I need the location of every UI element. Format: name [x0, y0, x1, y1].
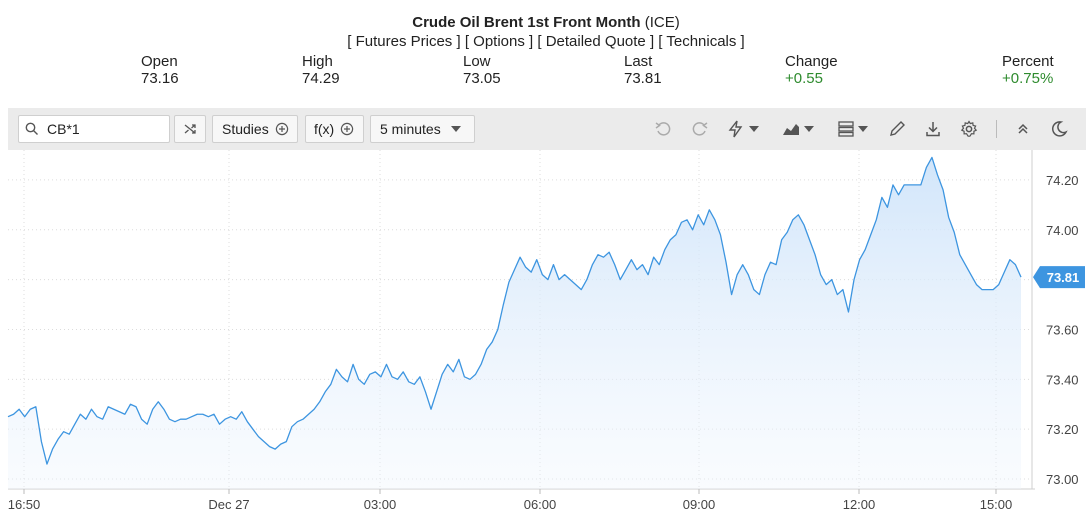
x-tick-label: 15:00: [980, 497, 1013, 512]
lightning-icon: [728, 120, 743, 138]
area-chart-icon: [783, 124, 799, 135]
chart-toolbar: Studies f(x) 5 minutes: [8, 108, 1086, 150]
y-tick-label: 73.20: [1046, 422, 1079, 437]
collapse-button[interactable]: [1012, 118, 1034, 140]
last-price-badge: [1033, 266, 1085, 289]
stat-low-value: 73.05: [463, 70, 501, 87]
toolbar-divider: [996, 120, 997, 138]
stat-percent: Percent +0.75%: [1002, 53, 1054, 87]
x-tick-label: 16:50: [8, 497, 41, 512]
chevron-down-icon: [804, 126, 814, 132]
undo-icon: [655, 122, 671, 136]
symbol-input[interactable]: [45, 120, 167, 138]
stat-last-value: 73.81: [624, 70, 662, 87]
studies-button[interactable]: Studies: [212, 115, 298, 143]
stat-low-label: Low: [463, 53, 491, 70]
stat-last-label: Last: [624, 53, 653, 70]
quote-links: [ Futures Prices ] [ Options ] [ Detaile…: [0, 33, 1092, 50]
price-chart[interactable]: 74.2074.0073.8073.6073.4073.2073.0016:50…: [0, 150, 1092, 518]
stat-open-label: Open: [141, 53, 178, 70]
pencil-icon: [890, 121, 905, 136]
options-link[interactable]: [ Options ]: [464, 33, 534, 50]
price-area-fill: [8, 157, 1021, 490]
stat-high-value: 74.29: [302, 70, 340, 87]
y-tick-label: 73.40: [1046, 372, 1079, 387]
stat-change: Change +0.55: [785, 53, 838, 87]
x-tick-label: 12:00: [843, 497, 876, 512]
exchange-name: (ICE): [644, 14, 680, 31]
plus-circle-icon: [341, 122, 354, 136]
shuffle-icon: [184, 124, 196, 134]
x-tick-label: 03:00: [364, 497, 397, 512]
stat-change-label: Change: [785, 53, 838, 70]
y-tick-label: 73.60: [1046, 322, 1079, 337]
last-price-label: 73.81: [1047, 270, 1080, 285]
fx-label: f(x): [314, 121, 335, 137]
search-icon: [25, 122, 38, 135]
plus-circle-icon: [275, 122, 288, 136]
technicals-link[interactable]: [ Technicals ]: [658, 33, 745, 50]
y-tick-label: 73.00: [1046, 472, 1079, 487]
stat-percent-value: +0.75%: [1002, 70, 1054, 87]
theme-toggle[interactable]: [1048, 118, 1070, 140]
redo-icon: [692, 122, 708, 136]
undo-button[interactable]: [652, 118, 674, 140]
symbol-search[interactable]: [18, 115, 170, 143]
stat-low: Low 73.05: [463, 53, 501, 87]
events-menu[interactable]: [724, 118, 762, 140]
chart-title: Crude Oil Brent 1st Front Month (ICE): [0, 14, 1092, 31]
download-button[interactable]: [922, 118, 944, 140]
x-tick-label: 09:00: [683, 497, 716, 512]
draw-button[interactable]: [886, 118, 908, 140]
x-tick-label: Dec 27: [208, 497, 249, 512]
download-icon: [926, 122, 940, 137]
instrument-name: Crude Oil Brent 1st Front Month: [412, 14, 641, 31]
detailed-quote-link[interactable]: [ Detailed Quote ]: [537, 33, 655, 50]
chart-type-menu[interactable]: [779, 118, 817, 140]
collapse-icon: [1018, 123, 1028, 134]
stat-percent-label: Percent: [1002, 53, 1054, 70]
studies-label: Studies: [222, 121, 269, 137]
stat-open: Open 73.16: [141, 53, 179, 87]
layout-menu[interactable]: [834, 118, 872, 140]
futures-prices-link[interactable]: [ Futures Prices ]: [347, 33, 461, 50]
fx-button[interactable]: f(x): [305, 115, 364, 143]
gear-icon: [960, 120, 978, 137]
stat-last: Last 73.81: [624, 53, 662, 87]
x-tick-label: 06:00: [524, 497, 557, 512]
chevron-down-icon: [858, 126, 868, 132]
stat-high: High 74.29: [302, 53, 340, 87]
stat-open-value: 73.16: [141, 70, 179, 87]
chevron-down-icon: [749, 126, 759, 132]
moon-icon: [1051, 121, 1068, 137]
stat-high-label: High: [302, 53, 333, 70]
interval-label: 5 minutes: [380, 121, 441, 137]
settings-button[interactable]: [958, 118, 980, 140]
y-tick-label: 74.00: [1046, 223, 1079, 238]
chevron-down-icon: [450, 126, 461, 132]
compare-button[interactable]: [174, 115, 206, 143]
y-tick-label: 74.20: [1046, 173, 1079, 188]
redo-button[interactable]: [689, 118, 711, 140]
chart-svg: 74.2074.0073.8073.6073.4073.2073.0016:50…: [7, 150, 1085, 512]
interval-select[interactable]: 5 minutes: [370, 115, 475, 143]
price-line-series: [7, 156, 1022, 465]
layout-icon: [838, 121, 854, 137]
stat-change-value: +0.55: [785, 70, 823, 87]
